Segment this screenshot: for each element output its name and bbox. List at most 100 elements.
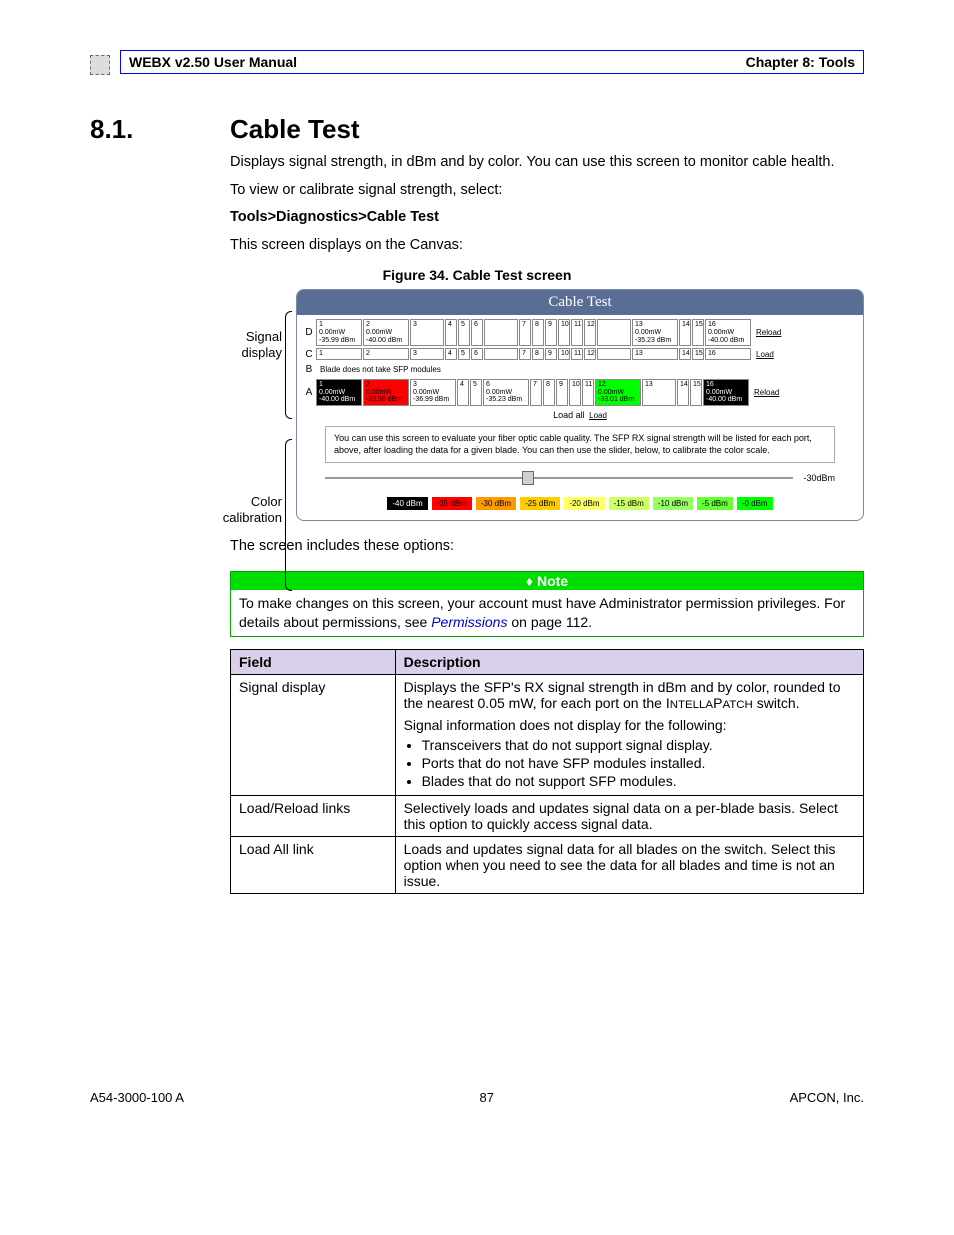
header-right: Chapter 8: Tools (746, 54, 855, 70)
page-footer: A54-3000-100 A 87 APCON, Inc. (90, 1090, 864, 1105)
window-title: Cable Test (297, 290, 863, 315)
footer-right: APCON, Inc. (790, 1090, 864, 1105)
field-name: Load/Reload links (231, 795, 396, 836)
port-cell: 3 (410, 348, 444, 360)
footer-left: A54-3000-100 A (90, 1090, 184, 1105)
figure-area: Signal display Color calibration Cable T… (230, 289, 864, 521)
note-body: To make changes on this screen, your acc… (231, 590, 863, 636)
legend-swatch: -30 dBm (476, 497, 516, 510)
port-cell: 14 (677, 379, 689, 406)
port-cell: 5 (470, 379, 482, 406)
port-cell: 7 (530, 379, 542, 406)
port-cell (597, 319, 631, 346)
slider-track[interactable] (325, 477, 793, 479)
port-cell: 130.00mW-35.23 dBm (632, 319, 678, 346)
permissions-link[interactable]: Permissions (431, 614, 507, 630)
port-cell: 14 (679, 319, 691, 346)
port-row-D: D10.00mW-35.99 dBm20.00mW-40.00 dBm34567… (303, 319, 857, 346)
fields-table: Field Description Signal displayDisplays… (230, 649, 864, 894)
figure-caption: Figure 34. Cable Test screen (90, 267, 864, 283)
slider-thumb[interactable] (522, 471, 534, 485)
row-label: C (303, 348, 315, 360)
nav-path: Tools>Diagnostics>Cable Test (230, 208, 864, 228)
port-cell (484, 348, 518, 360)
port-cell: 4 (445, 348, 457, 360)
page-header: WEBX v2.50 User Manual Chapter 8: Tools (120, 50, 864, 74)
port-cell: 7 (519, 348, 531, 360)
field-name: Load All link (231, 836, 396, 893)
note-header: ♦ Note (231, 572, 863, 590)
port-cell (484, 319, 518, 346)
port-cell: 10 (569, 379, 581, 406)
port-cell: 4 (457, 379, 469, 406)
load-all-link[interactable]: Load (589, 411, 607, 420)
intro-p3: This screen displays on the Canvas: (230, 236, 864, 256)
row-label: A (303, 379, 315, 406)
port-cell: 30.00mW-36.99 dBm (410, 379, 456, 406)
port-cell: 13 (642, 379, 676, 406)
th-field: Field (231, 649, 396, 674)
port-row-A: A10.00mW-40.00 dBm20.00mW-33.98 dBm30.00… (303, 379, 857, 406)
port-cell: 14 (679, 348, 691, 360)
header-left: WEBX v2.50 User Manual (129, 54, 297, 70)
port-cell: 160.00mW-40.00 dBm (705, 319, 751, 346)
list-item: Transceivers that do not support signal … (422, 737, 855, 753)
label-signal-display: Signal display (230, 329, 282, 360)
slider-value: -30dBm (803, 473, 835, 483)
port-cell: 12 (584, 348, 596, 360)
section-number: 8.1. (90, 114, 230, 145)
row-label: D (303, 319, 315, 346)
legend-row: -40 dBm-35 dBm-30 dBm-25 dBm-20 dBm-15 d… (297, 497, 863, 510)
field-description: Displays the SFP's RX signal strength in… (395, 674, 863, 795)
section-title: Cable Test (230, 114, 360, 145)
list-item: Blades that do not support SFP modules. (422, 773, 855, 789)
label-color-calibration: Color calibration (223, 494, 282, 525)
port-cell (597, 348, 631, 360)
field-name: Signal display (231, 674, 396, 795)
port-row-B: BBlade does not take SFP modules (303, 362, 857, 377)
port-cell: 10.00mW-40.00 dBm (316, 379, 362, 406)
port-cell: 7 (519, 319, 531, 346)
note-box: ♦ Note To make changes on this screen, y… (230, 571, 864, 637)
port-cell: 9 (556, 379, 568, 406)
port-cell: 10 (558, 319, 570, 346)
lightbulb-icon: ♦ (526, 573, 533, 589)
legend-swatch: -15 dBm (609, 497, 649, 510)
intro-p1: Displays signal strength, in dBm and by … (230, 153, 864, 173)
legend-swatch: -35 dBm (432, 497, 472, 510)
slider-row: -30dBm (325, 473, 835, 483)
legend-swatch: -5 dBm (697, 497, 733, 510)
field-description: Loads and updates signal data for all bl… (395, 836, 863, 893)
intro-p2: To view or calibrate signal strength, se… (230, 181, 864, 201)
cable-test-window: Cable Test D10.00mW-35.99 dBm20.00mW-40.… (296, 289, 864, 521)
port-cell: 5 (458, 348, 470, 360)
port-cell: 15 (692, 319, 704, 346)
chip-icon (90, 55, 110, 75)
table-row: Load/Reload linksSelectively loads and u… (231, 795, 864, 836)
port-grid: D10.00mW-35.99 dBm20.00mW-40.00 dBm34567… (297, 315, 863, 406)
footer-page-number: 87 (480, 1090, 494, 1105)
port-cell: 15 (690, 379, 702, 406)
field-description: Selectively loads and updates signal dat… (395, 795, 863, 836)
after-figure-text: The screen includes these options: (230, 537, 864, 557)
reload-link[interactable]: Reload (756, 328, 781, 337)
port-cell: 11 (571, 348, 583, 360)
port-cell: 10.00mW-35.99 dBm (316, 319, 362, 346)
legend-swatch: -0 dBm (737, 497, 773, 510)
port-cell: 5 (458, 319, 470, 346)
legend-swatch: -20 dBm (564, 497, 604, 510)
th-description: Description (395, 649, 863, 674)
bracket-color (285, 439, 292, 591)
bracket-signal (285, 311, 292, 419)
port-cell: 11 (571, 319, 583, 346)
port-cell: 16 (705, 348, 751, 360)
list-item: Ports that do not have SFP modules insta… (422, 755, 855, 771)
port-cell: 9 (545, 348, 557, 360)
port-cell: 3 (410, 319, 444, 346)
port-cell: 8 (543, 379, 555, 406)
load-link[interactable]: Load (756, 350, 774, 359)
port-cell: 1 (316, 348, 362, 360)
port-cell: 15 (692, 348, 704, 360)
load-all-row: Load all Load (297, 410, 863, 420)
reload-link[interactable]: Reload (754, 388, 779, 397)
